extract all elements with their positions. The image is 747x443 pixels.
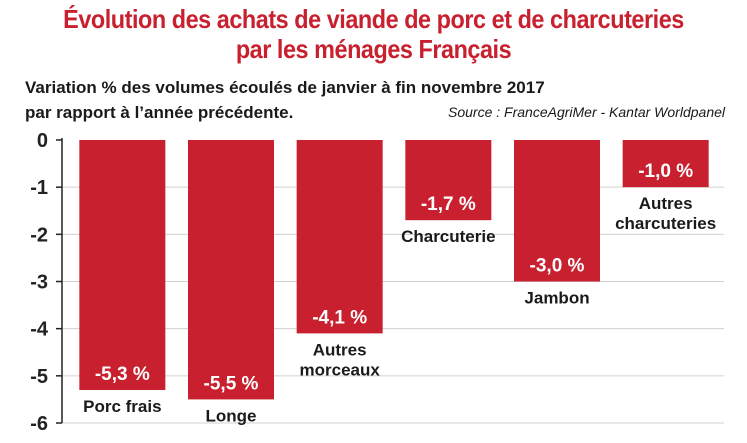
chart-source: Source : FranceAgriMer - Kantar Worldpan…: [448, 104, 725, 120]
bar-value-label: -5,5 %: [204, 373, 259, 394]
y-tick-label: -4: [30, 319, 49, 341]
bar-value-label: -4,1 %: [312, 307, 367, 328]
bar: [188, 140, 274, 400]
category-label: Autres: [313, 340, 367, 359]
category-label: Porc frais: [83, 397, 161, 416]
y-tick-label: -5: [30, 366, 48, 388]
bar-value-label: -1,0 %: [638, 161, 693, 182]
y-tick-label: -3: [30, 272, 48, 294]
y-tick-label: -6: [30, 413, 48, 435]
bar: [405, 140, 492, 221]
category-label: Autres: [639, 194, 693, 213]
bar: [79, 140, 166, 390]
chart-title-line1: Évolution des achats de viande de porc e…: [63, 4, 684, 34]
category-label: Jambon: [524, 289, 589, 308]
y-tick-label: 0: [37, 130, 48, 152]
bar: [622, 140, 709, 188]
category-label: Charcuterie: [401, 227, 495, 246]
category-label: Longe: [206, 406, 257, 425]
y-tick-label: -1: [30, 177, 48, 199]
bar-value-label: -3,0 %: [530, 256, 585, 277]
chart-subtitle-line1: Variation % des volumes écoulés de janvi…: [25, 78, 545, 97]
bar: [514, 140, 600, 282]
bar-value-label: -5,3 %: [95, 364, 150, 385]
chart-subtitle-line2: par rapport à l’année précédente.: [25, 103, 294, 122]
category-label: morceaux: [300, 360, 381, 379]
bar-value-label: -1,7 %: [421, 194, 476, 215]
chart-title-line2: par les ménages Français: [235, 34, 512, 64]
category-label: charcuteries: [615, 214, 716, 233]
bar: [296, 140, 383, 334]
y-tick-label: -2: [30, 224, 48, 246]
